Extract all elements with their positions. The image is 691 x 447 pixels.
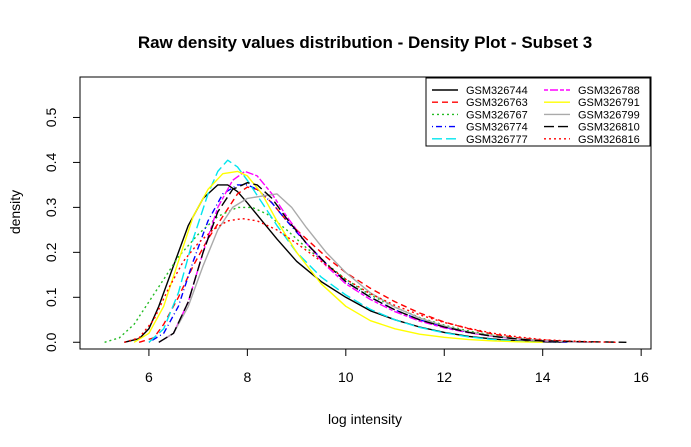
series-line-gsm326763 (138, 186, 592, 343)
x-tick-label: 12 (436, 369, 452, 385)
legend-label: GSM326810 (578, 122, 640, 134)
series-line-gsm326791 (133, 170, 543, 343)
x-tick-label: 16 (633, 369, 649, 385)
series-line-gsm326799 (158, 193, 592, 343)
legend-label: GSM326763 (466, 97, 528, 109)
y-axis: 0.0 0.1 0.2 0.3 0.4 0.5 (43, 108, 81, 352)
legend-label: GSM326788 (578, 85, 640, 97)
x-tick-label: 6 (145, 369, 153, 385)
series-layer (104, 159, 627, 343)
chart-title: Raw density values distribution - Densit… (138, 33, 592, 52)
series-line-gsm326767 (104, 206, 568, 343)
y-tick-label: 0.4 (43, 152, 59, 172)
legend-label: GSM326816 (578, 134, 640, 146)
x-tick-label: 14 (535, 369, 551, 385)
legend-label: GSM326777 (466, 134, 528, 146)
x-tick-label: 10 (338, 369, 354, 385)
legend-label: GSM326774 (466, 122, 528, 134)
series-line-gsm326788 (158, 170, 592, 343)
series-line-gsm326810 (158, 182, 627, 343)
y-tick-label: 0.2 (43, 242, 59, 262)
x-axis-label: log intensity (328, 411, 402, 427)
legend-label: GSM326791 (578, 97, 640, 109)
series-line-gsm326816 (124, 217, 617, 343)
x-tick-label: 8 (243, 369, 251, 385)
legend-box (425, 77, 651, 147)
legend-label: GSM326799 (578, 109, 640, 121)
y-axis-label: density (7, 190, 23, 234)
legend-label: GSM326744 (466, 85, 528, 97)
y-tick-label: 0.3 (43, 197, 59, 217)
series-line-gsm326744 (124, 184, 568, 343)
y-tick-label: 0.1 (43, 287, 59, 307)
series-line-gsm326774 (148, 184, 568, 343)
legend-label: GSM326767 (466, 109, 528, 121)
y-tick-label: 0.0 (43, 332, 59, 352)
legend: GSM326744GSM326763GSM326767GSM326774GSM3… (425, 77, 651, 147)
y-tick-label: 0.5 (43, 108, 59, 128)
x-axis: 6 8 10 12 14 16 (145, 348, 649, 385)
series-line-gsm326777 (148, 159, 543, 343)
